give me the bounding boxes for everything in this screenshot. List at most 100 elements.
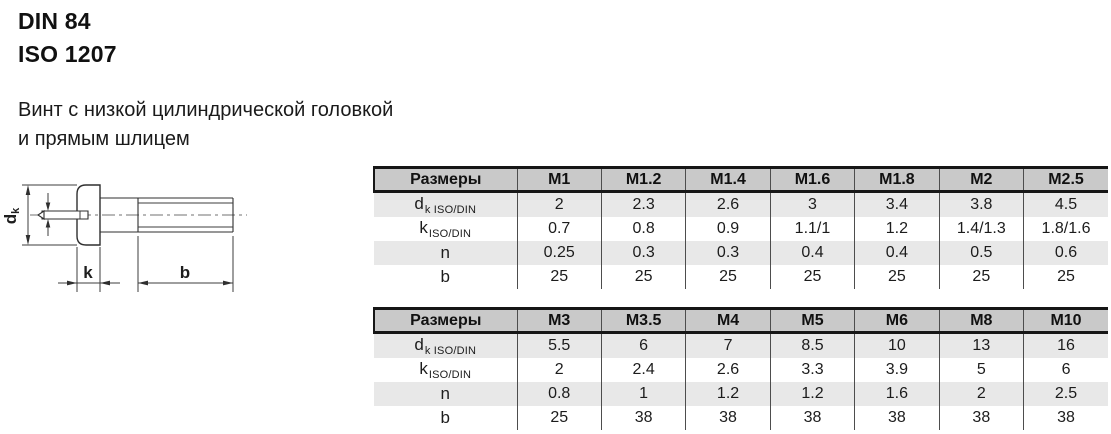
value-cell: 25 (685, 265, 771, 289)
table-row: kISO/DIN 0.7 0.8 0.9 1.1/1 1.2 1.4/1.3 1.8/1.6 (374, 217, 1108, 241)
standard-iso-label: ISO 1207 (18, 41, 117, 67)
value-cell: 2.6 (685, 358, 771, 382)
value-cell: 6 (1023, 358, 1108, 382)
value-cell: 25 (938, 265, 1024, 289)
size-column-header: M1.6 (769, 166, 855, 193)
size-column-header: M8 (938, 307, 1024, 334)
row-label: dk ISO/DIN (414, 334, 477, 358)
row-label: n (440, 384, 450, 403)
table-row: dk ISO/DIN 5.5 6 7 8.5 10 13 16 (374, 332, 1108, 358)
dimensions-table-m3-m10: Размеры M3 M3.5 M4 M5 M6 M8 M10 dk ISO/DIN 5.5 6 7… (373, 307, 1108, 430)
value-cell: 13 (938, 332, 1024, 358)
value-cell: 2 (516, 191, 602, 217)
value-cell: 1.2 (854, 217, 940, 241)
description-line-1: Винт с низкой цилиндрической головкой (18, 99, 394, 121)
screw-head (76, 184, 101, 246)
dim-label-b: b (180, 263, 190, 282)
value-cell: 0.8 (516, 382, 602, 406)
value-cell: 38 (938, 406, 1024, 430)
value-cell: 3.4 (854, 191, 940, 217)
screw-shank (100, 197, 138, 233)
value-cell: 1.4/1.3 (938, 217, 1024, 241)
size-column-header: M1.8 (854, 166, 940, 193)
row-label: b (440, 267, 450, 286)
size-column-header: M1 (516, 166, 602, 193)
slot-profile (37, 209, 89, 221)
size-column-header: M1.4 (685, 166, 771, 193)
value-cell: 0.7 (516, 217, 602, 241)
value-cell: 3.8 (938, 191, 1024, 217)
value-cell: 38 (600, 406, 686, 430)
value-cell: 7 (685, 332, 771, 358)
value-cell: 8.5 (769, 332, 855, 358)
dim-label-dk: dk (1, 207, 22, 224)
table-row: n 0.25 0.3 0.3 0.4 0.4 0.5 0.6 (374, 241, 1108, 265)
value-cell: 25 (854, 265, 940, 289)
value-cell: 1.8/1.6 (1023, 217, 1108, 241)
table-header-row: Размеры M1 M1.2 M1.4 M1.6 M1.8 M2 M2.5 (373, 166, 1108, 193)
value-cell: 1.2 (685, 382, 771, 406)
value-cell: 0.3 (685, 241, 771, 265)
size-column-header: M2.5 (1023, 166, 1108, 193)
value-cell: 2.3 (600, 191, 686, 217)
value-cell: 2 (938, 382, 1024, 406)
dimensions-table-m1-m2-5: Размеры M1 M1.2 M1.4 M1.6 M1.8 M2 M2.5 dk ISO/D… (373, 166, 1108, 289)
value-cell: 0.4 (769, 241, 855, 265)
value-cell: 38 (769, 406, 855, 430)
value-cell: 0.4 (854, 241, 940, 265)
value-cell: 4.5 (1023, 191, 1108, 217)
value-cell: 2.6 (685, 191, 771, 217)
value-cell: 1.1/1 (769, 217, 855, 241)
row-label: kISO/DIN (419, 358, 472, 382)
value-cell: 2.5 (1023, 382, 1108, 406)
value-cell: 38 (1023, 406, 1108, 430)
value-cell: 25 (1023, 265, 1108, 289)
table-row: n 0.8 1 1.2 1.2 1.6 2 2.5 (374, 382, 1108, 406)
table-row: kISO/DIN 2 2.4 2.6 3.3 3.9 5 6 (374, 358, 1108, 382)
dim-label-k: k (83, 263, 93, 282)
slot-width-arrows (45, 193, 51, 236)
value-cell: 38 (685, 406, 771, 430)
size-column-header: M2 (938, 166, 1024, 193)
value-cell: 38 (854, 406, 940, 430)
row-label: kISO/DIN (419, 217, 472, 241)
value-cell: 0.5 (938, 241, 1024, 265)
standard-title-block: DIN 84 ISO 1207 (18, 5, 117, 71)
value-cell: 5.5 (516, 332, 602, 358)
value-cell: 25 (600, 265, 686, 289)
value-cell: 0.9 (685, 217, 771, 241)
value-cell: 10 (854, 332, 940, 358)
size-column-header: M3 (516, 307, 602, 334)
table-row: b 25 25 25 25 25 25 25 (374, 265, 1108, 289)
dimension-dk: dk (1, 184, 77, 246)
value-cell: 3.9 (854, 358, 940, 382)
description-line-2: и прямым шлицем (18, 128, 190, 150)
value-cell: 5 (938, 358, 1024, 382)
table-row: dk ISO/DIN 2 2.3 2.6 3 3.4 3.8 4.5 (374, 191, 1108, 217)
size-column-header: M4 (685, 307, 771, 334)
product-description: Винт с низкой цилиндрической головкой и … (18, 96, 393, 154)
value-cell: 25 (516, 265, 602, 289)
size-column-header: M10 (1023, 307, 1108, 334)
sizes-header-cell: Размеры (373, 307, 517, 334)
value-cell: 0.3 (600, 241, 686, 265)
screw-technical-drawing: dk k b (1, 184, 247, 292)
row-label: dk ISO/DIN (414, 193, 477, 217)
value-cell: 1.2 (769, 382, 855, 406)
value-cell: 2.4 (600, 358, 686, 382)
size-column-header: M1.2 (600, 166, 686, 193)
value-cell: 3 (769, 191, 855, 217)
value-cell: 0.8 (600, 217, 686, 241)
screw-thread (137, 197, 234, 233)
value-cell: 3.3 (769, 358, 855, 382)
dimension-k: k (58, 247, 120, 292)
table-row: b 25 38 38 38 38 38 38 (374, 406, 1108, 430)
value-cell: 16 (1023, 332, 1108, 358)
value-cell: 1.6 (854, 382, 940, 406)
value-cell: 0.25 (516, 241, 602, 265)
size-column-header: M6 (854, 307, 940, 334)
row-label: b (440, 408, 450, 427)
value-cell: 2 (516, 358, 602, 382)
value-cell: 25 (516, 406, 602, 430)
